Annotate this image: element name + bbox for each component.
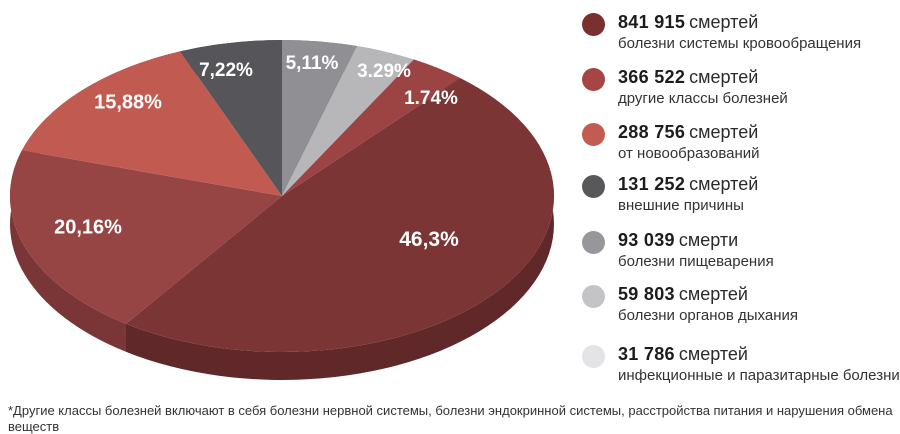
pie-slice	[21, 51, 282, 196]
legend-item: 59 803 смертей болезни органов дыхания	[582, 283, 798, 326]
legend-unit: смертей	[689, 174, 759, 194]
pie-slice	[10, 150, 282, 324]
pie-slice	[180, 40, 282, 196]
legend-unit: смертей	[678, 344, 748, 364]
pie-percent-label: 3.29%	[357, 61, 411, 82]
pie-percent-label: 46,3%	[399, 228, 459, 251]
footnote: *Другие классы болезней включают в себя …	[8, 403, 893, 434]
legend-text: 366 522 смертей другие классы болезней	[618, 66, 788, 109]
pie-chart: 46,3% 20,16% 15,88% 7,22% 5,11% 3.29% 1.74%	[10, 40, 554, 380]
legend-label: болезни пищеварения	[618, 253, 774, 270]
legend-value: 31 786	[618, 344, 675, 364]
legend-label: другие классы болезней	[618, 90, 788, 107]
pie-slice-side	[125, 78, 554, 380]
pie-percent-label: 15,88%	[94, 91, 162, 114]
legend-swatch	[582, 123, 605, 146]
legend-label: инфекционные и паразитарные болезни	[618, 367, 900, 384]
pie-slice	[125, 78, 554, 352]
legend-swatch	[582, 13, 605, 36]
legend-swatch	[582, 68, 605, 91]
legend-swatch	[582, 231, 605, 254]
pie-slice	[282, 46, 414, 196]
legend-item: 288 756 смертей от новообразований	[582, 121, 760, 164]
legend-text: 31 786 смертей инфекционные и паразитарные…	[618, 343, 900, 386]
pie-percent-label: 7,22%	[199, 60, 253, 81]
legend-label: болезни органов дыхания	[618, 307, 798, 324]
legend-unit: смертей	[689, 12, 759, 32]
legend-item: 31 786 смертей инфекционные и паразитарные…	[582, 343, 900, 386]
legend-swatch	[582, 285, 605, 308]
pie-percent-label: 5,11%	[285, 53, 339, 74]
legend-unit: смерти	[678, 230, 739, 250]
legend-text: 131 252 смертей внешние причины	[618, 173, 758, 216]
legend-swatch	[582, 345, 605, 368]
legend-value: 841 915	[618, 12, 686, 32]
legend-value: 288 756	[618, 122, 686, 142]
legend-value: 366 522	[618, 67, 686, 87]
pie-percent-label: 1.74%	[404, 88, 458, 109]
legend-unit: смертей	[689, 67, 759, 87]
legend-item: 93 039 смерти болезни пищеварения	[582, 229, 774, 272]
pie-slice	[282, 40, 357, 196]
legend-item: 841 915 смертей болезни системы кровообращ…	[582, 11, 861, 54]
legend-label: болезни системы кровообращения	[618, 35, 862, 52]
legend-value: 93 039	[618, 230, 675, 250]
legend-text: 288 756 смертей от новообразований	[618, 121, 760, 164]
legend-swatch	[582, 175, 605, 198]
legend: 841 915 смертей болезни системы кровообращ…	[582, 0, 900, 400]
pie-3d	[10, 40, 554, 380]
legend-text: 93 039 смерти болезни пищеварения	[618, 229, 774, 272]
pie-percent-label: 20,16%	[54, 216, 122, 239]
legend-value: 59 803	[618, 284, 675, 304]
legend-item: 131 252 смертей внешние причины	[582, 173, 758, 216]
pie-slice	[282, 59, 461, 197]
legend-text: 841 915 смертей болезни системы кровообращ…	[618, 11, 861, 54]
legend-label: от новообразований	[618, 145, 760, 162]
legend-item: 366 522 смертей другие классы болезней	[582, 66, 788, 109]
legend-text: 59 803 смертей болезни органов дыхания	[618, 283, 798, 326]
legend-label: внешние причины	[618, 197, 744, 214]
legend-unit: смертей	[689, 122, 759, 142]
legend-value: 131 252	[618, 174, 686, 194]
legend-unit: смертей	[678, 284, 748, 304]
